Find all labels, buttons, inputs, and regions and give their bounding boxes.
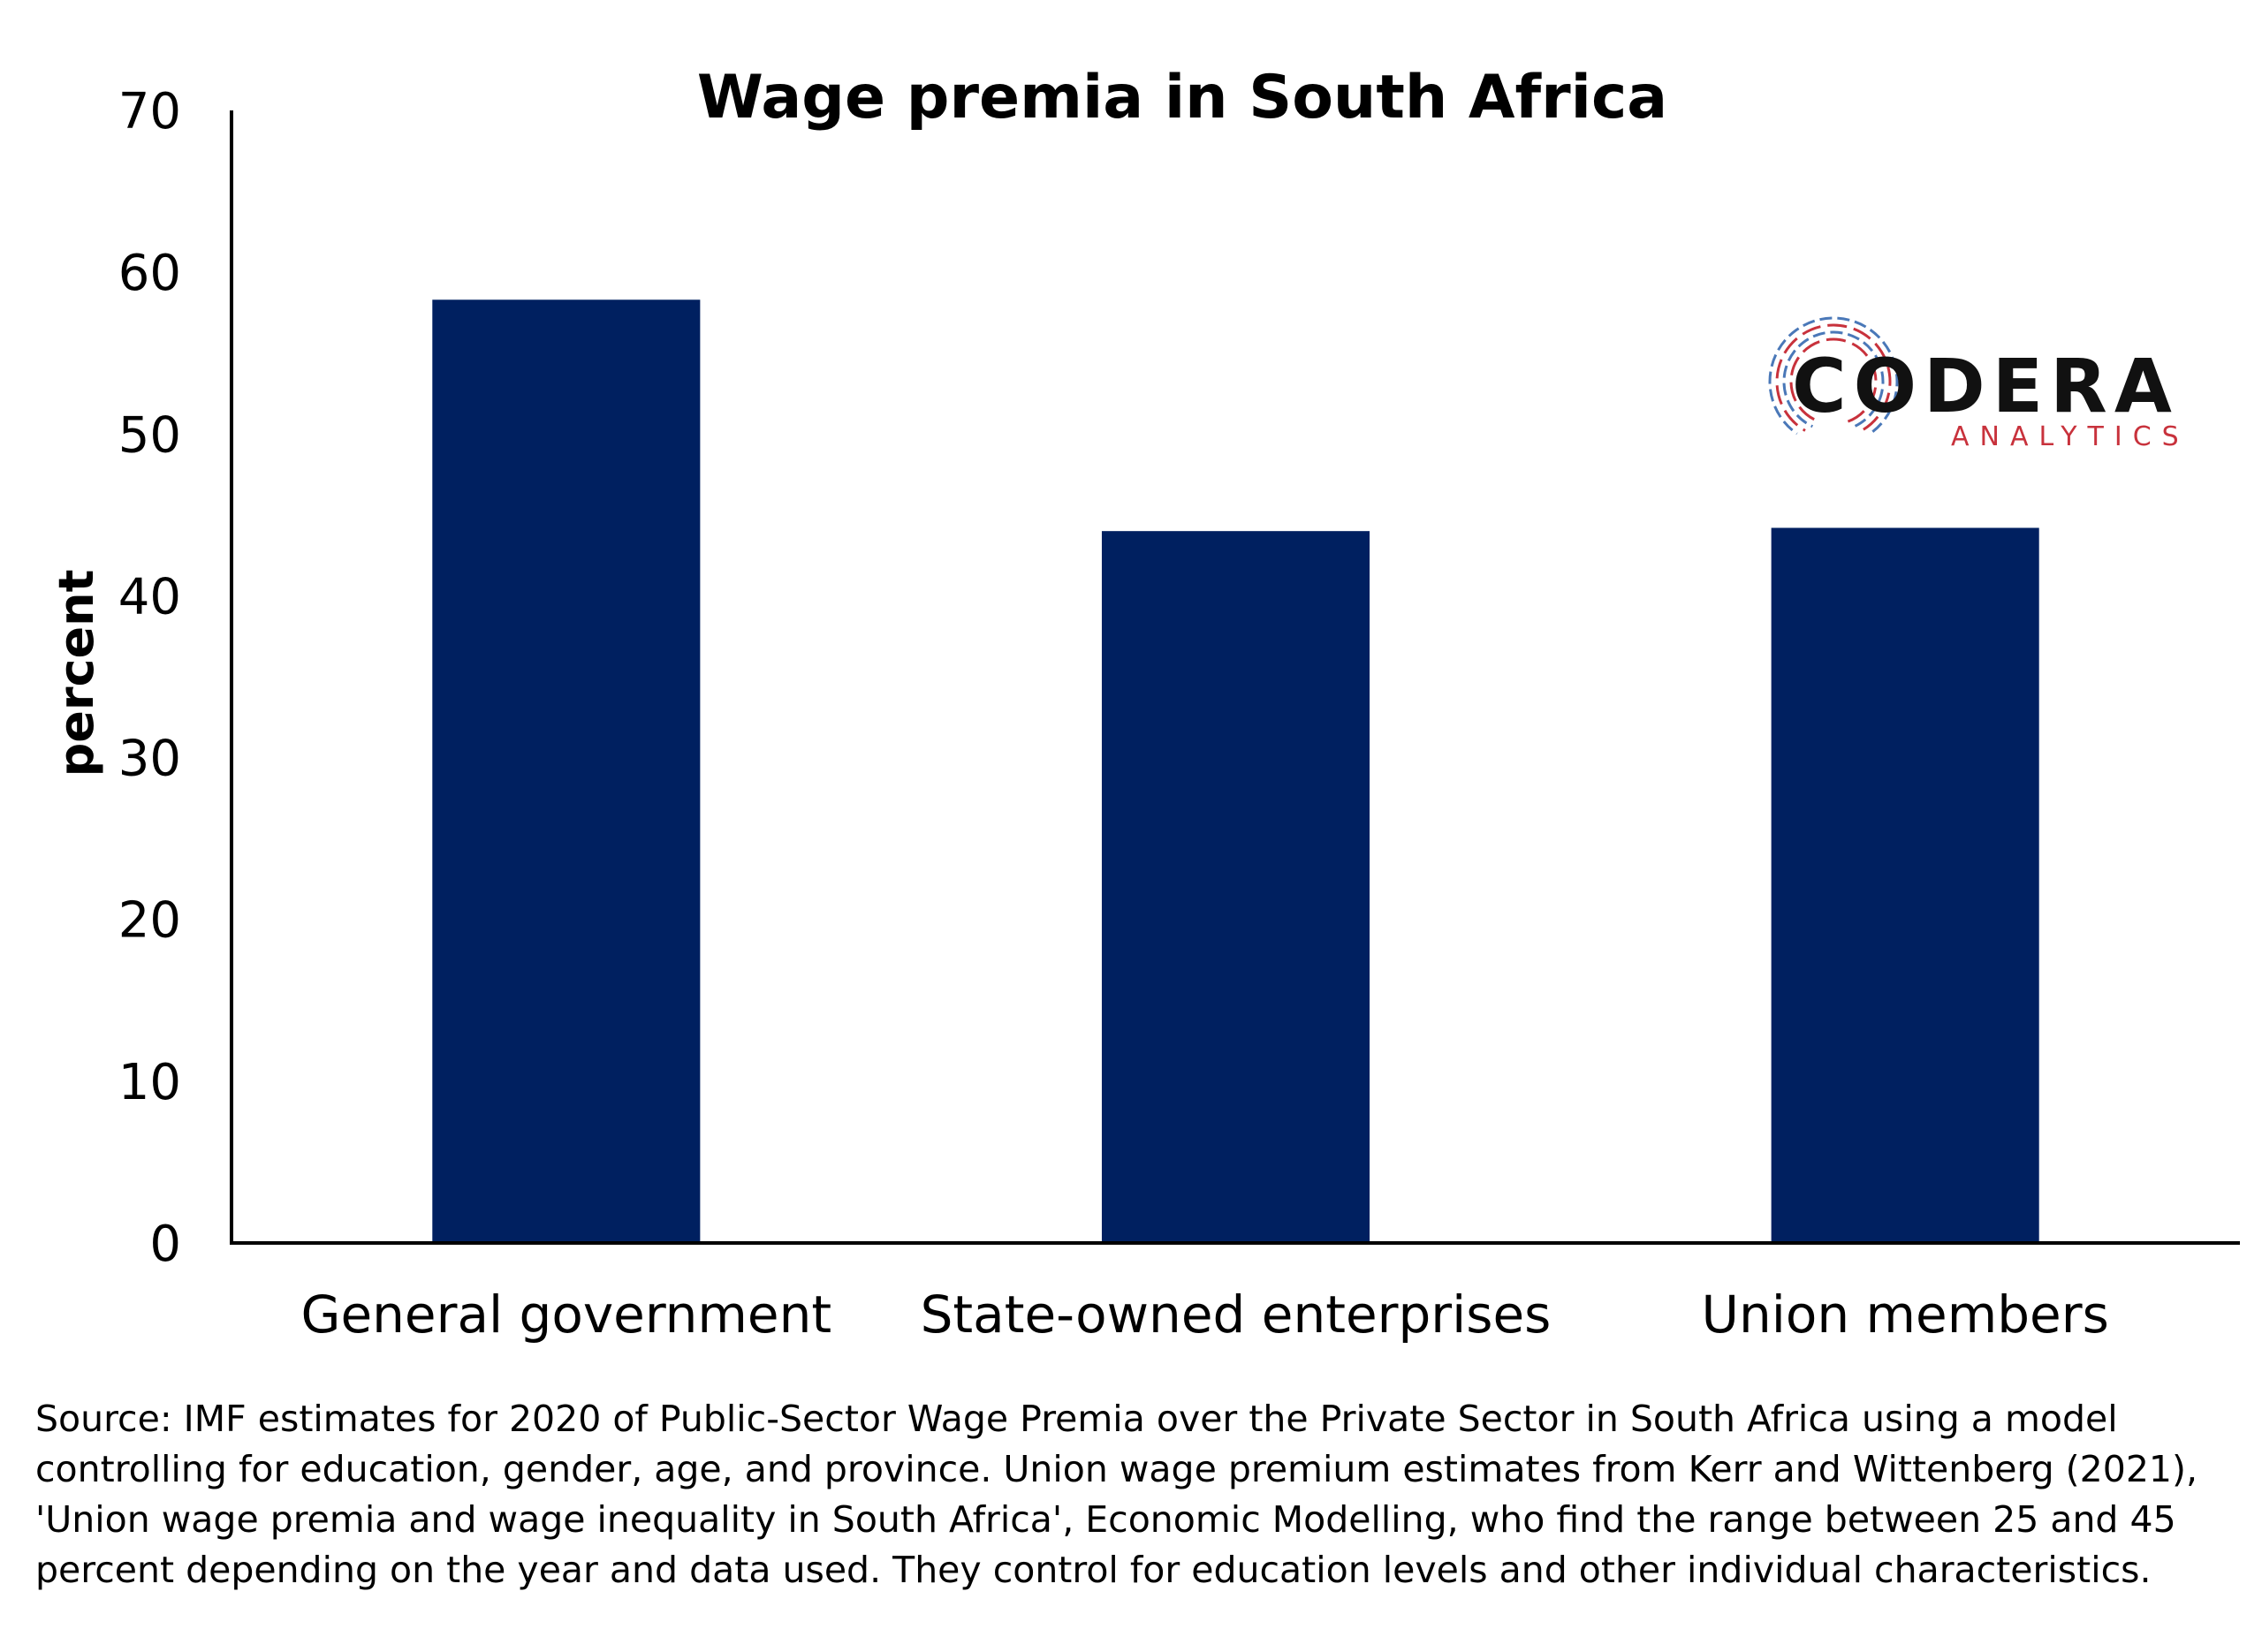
codera-logo: CODERA ANALYTICS xyxy=(1768,316,2190,452)
x-axis-labels: General government State-owned enterprise… xyxy=(301,1284,2109,1345)
bar-union-members xyxy=(1771,527,2039,1243)
y-axis-label: percent xyxy=(49,570,104,777)
logo-arc-icon xyxy=(1768,316,1899,436)
y-tick-label: 30 xyxy=(118,731,181,788)
bar-state-owned-enterprises xyxy=(1101,531,1370,1243)
y-tick-label: 50 xyxy=(118,406,181,464)
y-tick-label: 0 xyxy=(149,1216,181,1273)
x-category-label: General government xyxy=(301,1284,832,1345)
logo-subtitle: ANALYTICS xyxy=(1951,421,2190,452)
x-category-label: Union members xyxy=(1702,1284,2109,1345)
y-tick-label: 20 xyxy=(118,892,181,950)
chart: Wage premia in South Africa percent 0 10 2… xyxy=(49,63,2240,1345)
bars xyxy=(432,299,2039,1244)
logo-name: CODERA xyxy=(1792,343,2179,429)
y-axis-ticks: 0 10 20 30 40 50 60 70 xyxy=(118,83,181,1273)
logo-arc xyxy=(1775,323,1892,432)
y-tick-label: 70 xyxy=(118,83,181,140)
source-note: Source: IMF estimates for 2020 of Public… xyxy=(35,1398,2198,1591)
x-category-label: State-owned enterprises xyxy=(921,1284,1552,1345)
y-tick-label: 60 xyxy=(118,245,181,302)
chart-title: Wage premia in South Africa xyxy=(697,63,1667,133)
logo-arc xyxy=(1789,337,1878,423)
logo-arc xyxy=(1768,316,1899,436)
logo-arc xyxy=(1782,330,1885,428)
y-tick-label: 40 xyxy=(118,568,181,625)
bar-general-government xyxy=(432,299,701,1244)
y-tick-label: 10 xyxy=(118,1054,181,1111)
